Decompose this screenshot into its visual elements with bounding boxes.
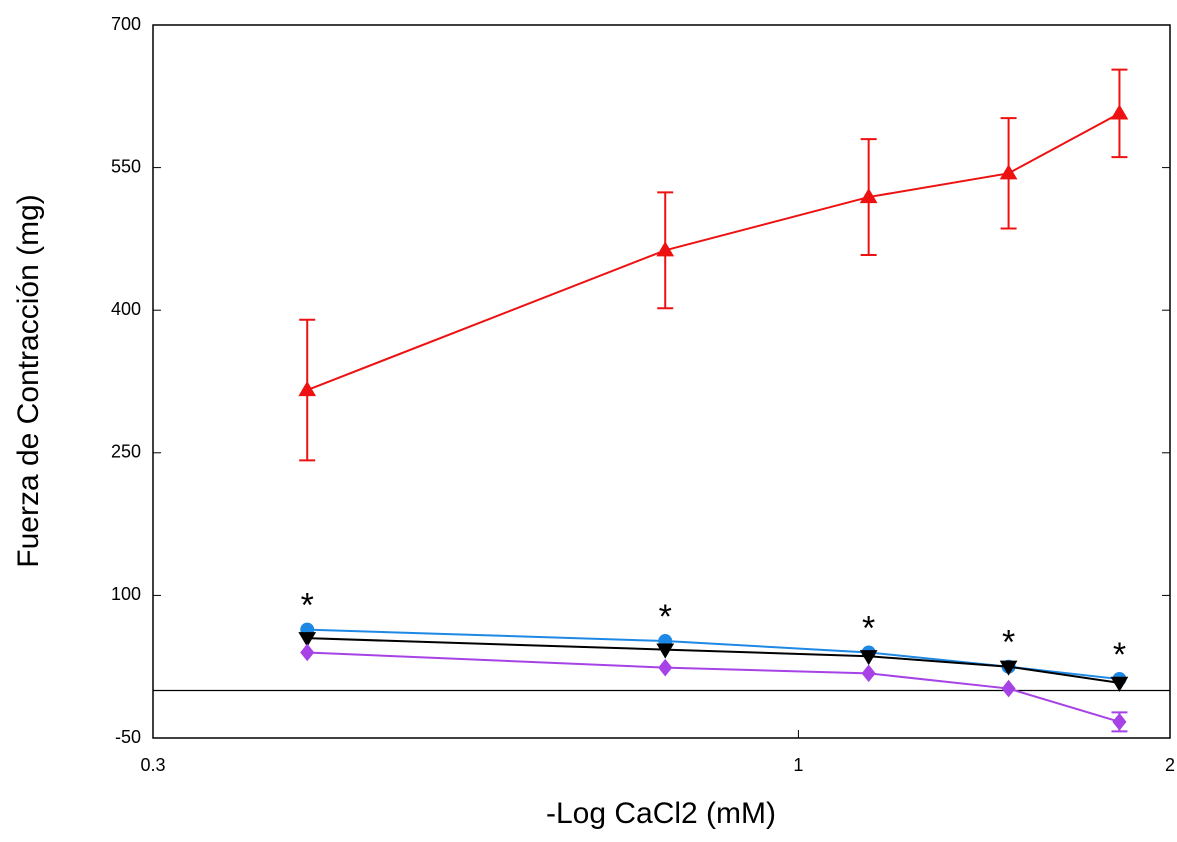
marker — [656, 241, 675, 257]
annotation: * — [301, 587, 314, 625]
x-tick-label: 2 — [1165, 755, 1175, 775]
x-tick-label: 1 — [793, 755, 803, 775]
y-tick-label: 700 — [111, 14, 141, 34]
marker — [1001, 679, 1016, 698]
y-tick-label: 250 — [111, 442, 141, 462]
marker — [1110, 104, 1129, 120]
marker — [861, 664, 876, 683]
y-tick-label: 400 — [111, 299, 141, 319]
y-tick-label: 550 — [111, 156, 141, 176]
annotation: * — [1002, 624, 1015, 662]
marker — [859, 188, 878, 204]
x-axis-title: -Log CaCl2 (mM) — [546, 797, 776, 830]
series-line — [307, 651, 1120, 723]
series-line — [306, 112, 1120, 391]
marker — [859, 650, 878, 666]
marker — [658, 658, 673, 677]
marker — [1112, 713, 1127, 731]
marker — [300, 643, 315, 662]
y-tick-label: -50 — [115, 727, 141, 747]
y-tick-label: 100 — [111, 584, 141, 604]
marker — [298, 381, 317, 397]
marker — [1110, 676, 1129, 692]
marker — [298, 632, 317, 648]
annotation: * — [862, 609, 875, 647]
x-tick-label: 0.3 — [140, 755, 165, 775]
series-line — [307, 628, 1120, 681]
marker — [999, 660, 1018, 676]
y-axis-title: Fuerza de Contracción (mg) — [12, 194, 45, 567]
marker — [656, 643, 675, 659]
annotation: * — [659, 598, 672, 636]
annotation: * — [1113, 636, 1126, 674]
series-line — [307, 637, 1120, 684]
plot-frame — [152, 24, 1171, 739]
marker — [999, 164, 1018, 180]
